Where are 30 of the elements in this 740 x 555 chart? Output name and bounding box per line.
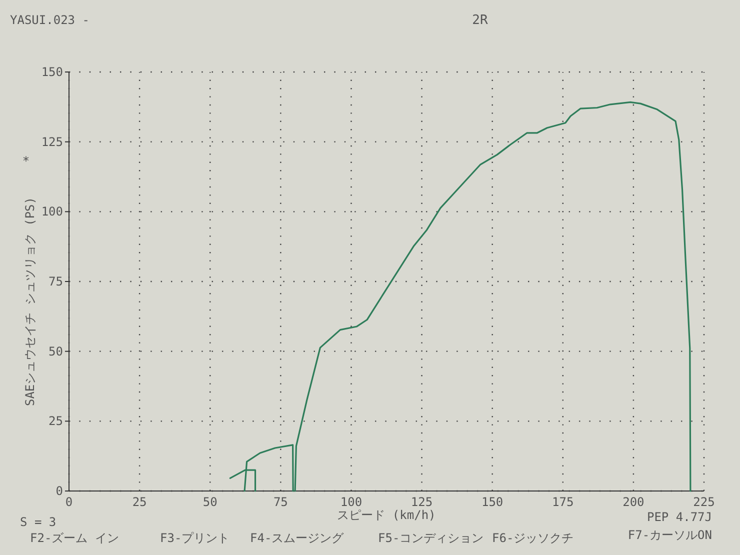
y-tick-label: 125 xyxy=(41,134,63,149)
y-tick-label: 75 xyxy=(48,274,63,288)
x-tick-label: 150 xyxy=(481,495,504,509)
chart-title: 2R xyxy=(472,13,488,28)
text: * xyxy=(22,154,30,168)
text: F5-コンディション xyxy=(378,531,484,545)
x-tick-label: 200 xyxy=(622,495,644,509)
y-axis-title: SAEシュウセイチ シュツリョク (PS) xyxy=(23,196,37,406)
x-tick-label: 175 xyxy=(552,495,574,509)
text: F2-ズーム イン xyxy=(30,531,119,545)
text: PEP 4.77J xyxy=(646,510,712,524)
text: YASUI.023 - xyxy=(10,13,90,27)
y-tick-label: 50 xyxy=(48,344,63,358)
x-tick-label: 75 xyxy=(273,495,288,509)
text: F4-スムージング xyxy=(250,531,345,545)
x-axis-title: スピード (km/h) xyxy=(337,508,436,522)
x-tick-label: 25 xyxy=(132,495,147,509)
x-tick-label: 100 xyxy=(340,495,362,509)
x-tick-label: 225 xyxy=(693,495,715,509)
x-tick-label: 125 xyxy=(410,495,433,509)
y-tick-label: 0 xyxy=(56,484,63,498)
text: S = 3 xyxy=(20,515,56,529)
text: F7-カーソルON xyxy=(628,528,712,542)
y-tick-label: 25 xyxy=(48,414,63,428)
text: F6-ジッソクチ xyxy=(492,531,574,545)
y-tick-label: 100 xyxy=(41,204,63,219)
y-tick-label: 150 xyxy=(41,65,63,79)
text: F3-プリント xyxy=(160,531,230,545)
x-tick-label: 50 xyxy=(202,495,218,509)
x-tick-label: 0 xyxy=(65,495,73,509)
